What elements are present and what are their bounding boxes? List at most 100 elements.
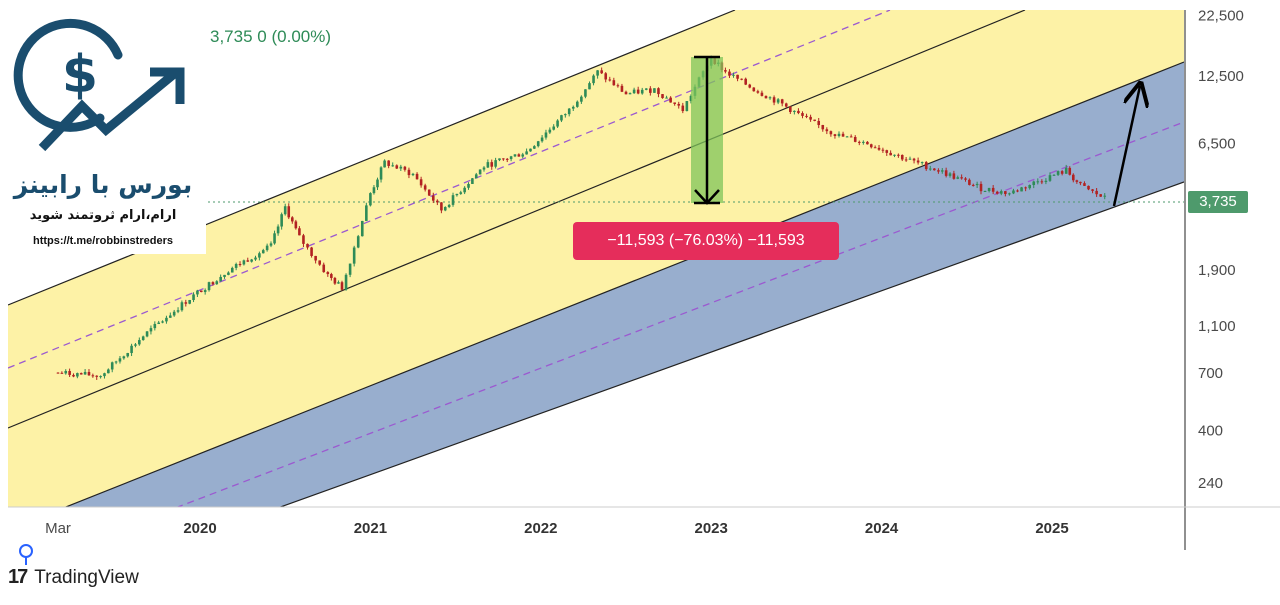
candle-body <box>490 162 494 167</box>
candle-body <box>126 353 130 357</box>
candle-body <box>254 257 257 260</box>
candle-body <box>533 146 536 149</box>
candle-body <box>1099 194 1102 197</box>
candle-body <box>665 97 668 99</box>
candle-body <box>447 204 451 208</box>
candle-body <box>76 373 79 377</box>
candle-body <box>431 195 435 201</box>
candle-body <box>732 74 735 76</box>
candle-body <box>134 344 137 346</box>
candle-body <box>1040 181 1044 183</box>
candle-body <box>1087 185 1090 190</box>
candle-body <box>230 267 234 273</box>
candle-body <box>199 290 203 293</box>
candle-body <box>383 160 386 168</box>
candle-body <box>968 179 971 185</box>
candle-body <box>999 191 1003 194</box>
candle-body <box>1028 185 1031 189</box>
svg-text:$: $ <box>62 45 98 105</box>
candle-body <box>1075 180 1079 182</box>
candle-body <box>552 126 556 130</box>
candle-body <box>369 193 372 206</box>
candle-body <box>1012 190 1015 194</box>
candle-body <box>548 129 552 133</box>
candle-body <box>817 120 821 126</box>
candle-body <box>261 250 265 254</box>
candle-body <box>455 193 459 196</box>
y-tick-label: 1,100 <box>1198 318 1236 335</box>
midline-upper <box>8 10 891 369</box>
candle-body <box>995 191 999 194</box>
pin-icon[interactable] <box>15 543 37 569</box>
candle-body <box>952 173 956 179</box>
candle-body <box>689 95 693 102</box>
candle-body <box>169 315 172 318</box>
midline-lower <box>176 121 1184 507</box>
candle-body <box>103 373 106 377</box>
candle-body <box>64 370 68 374</box>
candle-body <box>960 177 963 179</box>
x-tick-label: 2025 <box>1035 520 1068 537</box>
candle-body <box>833 134 837 136</box>
candle-body <box>1016 190 1019 192</box>
candle-body <box>513 154 517 157</box>
candle-body <box>567 108 571 115</box>
channel-center-line <box>8 10 1026 429</box>
candle-body <box>72 374 75 377</box>
candle-body <box>188 300 191 304</box>
tradingview-logo[interactable]: 17 TradingView <box>8 566 139 589</box>
candle-body <box>1079 181 1082 184</box>
candle-body <box>1052 174 1056 176</box>
candle-body <box>584 89 587 97</box>
candle-body <box>661 94 664 99</box>
candle-body <box>857 141 861 143</box>
candle-body <box>149 328 153 332</box>
candle-body <box>748 84 752 88</box>
candle-body <box>1048 175 1052 181</box>
candle-body <box>1064 167 1068 174</box>
candle-body <box>837 133 841 136</box>
candle-body <box>912 158 916 161</box>
candle-body <box>474 174 478 179</box>
candle-body <box>509 156 513 160</box>
channel-bottom-line <box>278 181 1184 507</box>
candle-body <box>502 158 505 160</box>
x-tick-label: 2021 <box>354 520 387 537</box>
candle-body <box>99 376 102 378</box>
brand-url[interactable]: https://t.me/robbinstreders <box>33 235 173 247</box>
candle-body <box>242 260 246 265</box>
candle-body <box>379 167 383 180</box>
candle-body <box>991 187 995 192</box>
candle-body <box>1036 181 1040 183</box>
tradingview-mark-icon: 17 <box>8 566 28 588</box>
candle-body <box>467 183 470 188</box>
candle-body <box>276 226 280 234</box>
candle-body <box>118 358 122 362</box>
candle-body <box>588 83 591 90</box>
candle-body <box>893 154 896 156</box>
candle-body <box>632 89 636 94</box>
candle-body <box>620 85 624 92</box>
candle-body <box>813 119 816 121</box>
candle-body <box>184 302 188 304</box>
candle-body <box>948 173 952 176</box>
candle-body <box>873 147 877 149</box>
candle-body <box>889 152 892 156</box>
candle-body <box>944 170 948 176</box>
candle-body <box>395 165 399 169</box>
x-tick-label: 2023 <box>695 520 728 537</box>
candle-body <box>797 110 800 114</box>
candle-body <box>250 259 253 262</box>
candle-body <box>809 116 812 120</box>
candle-body <box>234 264 238 268</box>
candle-body <box>673 102 676 104</box>
candle-body <box>877 147 881 150</box>
candle-body <box>760 92 764 96</box>
candle-body <box>141 336 145 341</box>
candle-body <box>752 87 756 92</box>
candle-body <box>91 375 95 377</box>
candle-body <box>165 317 168 322</box>
candle-body <box>415 173 419 180</box>
candle-body <box>352 247 356 264</box>
candle-body <box>207 282 211 291</box>
